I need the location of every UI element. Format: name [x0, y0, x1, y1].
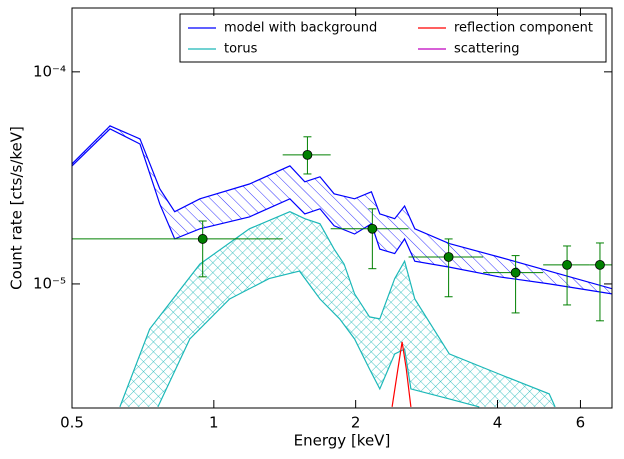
band-fill — [119, 211, 556, 407]
data-point — [562, 259, 572, 270]
legend-label: torus — [224, 42, 258, 57]
legend: model with background torus reflection com… — [179, 13, 607, 63]
data-point — [197, 234, 208, 244]
data-point — [302, 149, 313, 160]
legend-label: scattering — [454, 42, 520, 57]
y-tick-label: 10⁻⁴ — [33, 62, 66, 80]
x-tick-label: 2 — [351, 414, 361, 432]
band-upper — [119, 211, 556, 408]
data-point — [367, 223, 378, 234]
legend-label: reflection component — [454, 21, 593, 36]
data-point — [443, 252, 454, 262]
x-tick-label: 1 — [209, 414, 219, 432]
band-upper — [72, 125, 612, 290]
legend-box — [179, 13, 607, 63]
y-axis-label: Count rate [cts/s/keV] — [8, 126, 26, 290]
band-fill — [72, 125, 612, 294]
data-point — [595, 259, 605, 270]
x-axis-label: Energy [keV] — [294, 432, 391, 450]
y-tick-label: 10⁻⁵ — [33, 274, 66, 292]
line — [391, 341, 412, 407]
axes-frame — [71, 7, 613, 409]
band-lower — [157, 270, 480, 408]
band-lower — [72, 128, 612, 295]
legend-label: model with background — [224, 21, 377, 36]
plot-area — [72, 125, 612, 408]
data-point — [510, 267, 521, 278]
x-tick-label: 6 — [576, 414, 586, 432]
x-tick-label: 4 — [493, 414, 503, 432]
x-tick-label: 0.5 — [60, 414, 84, 432]
